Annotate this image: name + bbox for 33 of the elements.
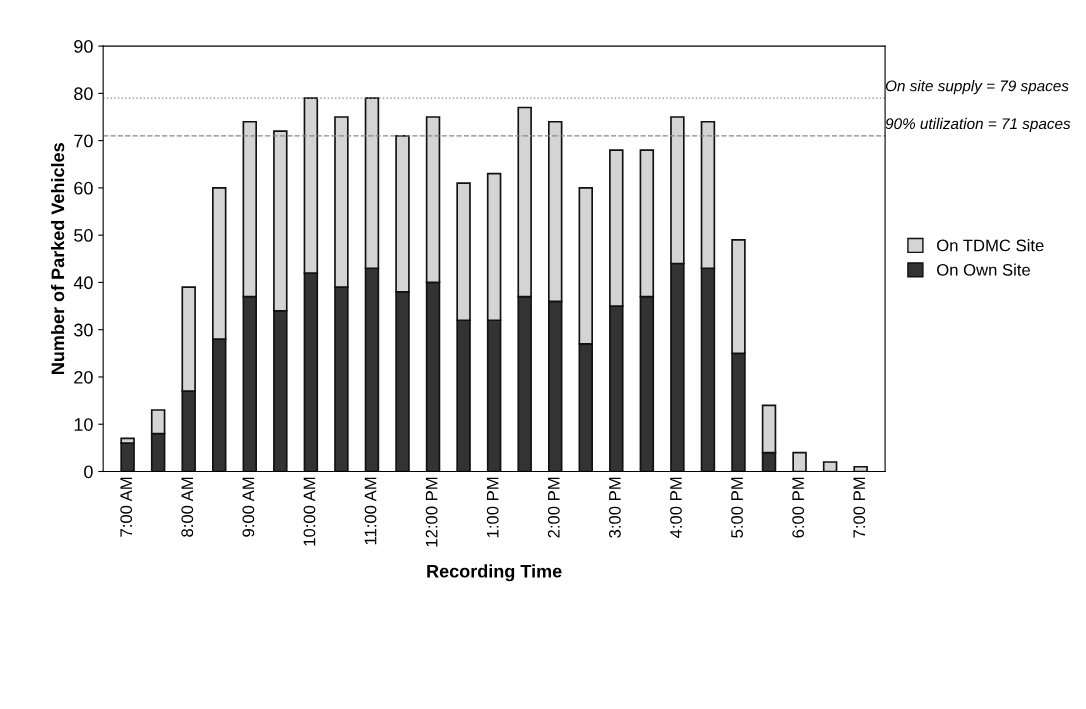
- legend-label: On TDMC Site: [937, 239, 1044, 252]
- bar: [853, 465, 868, 472]
- bar: [120, 442, 135, 472]
- x-tick-label: 5:00 PM: [731, 477, 743, 538]
- y-tick-label: 30: [74, 323, 93, 337]
- x-tick-label: 9:00 AM: [242, 477, 255, 537]
- bar: [822, 461, 838, 472]
- x-tick-label: 3:00 PM: [608, 477, 621, 538]
- y-tick-label: 0: [84, 465, 93, 479]
- x-tick-label: 2:00 PM: [547, 477, 560, 538]
- y-tick-label: 60: [74, 181, 93, 195]
- y-tick-label: 70: [74, 134, 93, 148]
- y-tick-label: 80: [74, 87, 93, 101]
- x-axis-title: Recording Time: [427, 564, 562, 582]
- y-tick-label: 20: [74, 370, 93, 384]
- y-tick-label: 90: [74, 40, 93, 53]
- y-tick-label: 40: [73, 276, 93, 290]
- x-tick-label: 12:00 PM: [425, 477, 438, 547]
- x-tick-label: 11:00 AM: [364, 477, 377, 545]
- x-tick-label: 4:00 PM: [670, 477, 682, 539]
- x-tick-label: 7:00 AM: [120, 477, 133, 537]
- x-tick-label: 7:00 PM: [853, 477, 866, 538]
- ref-line-label: 90% utilization = 71 spaces: [885, 117, 1071, 133]
- y-tick-label: 10: [74, 418, 93, 431]
- ref-line-label: On site supply = 79 spaces: [885, 80, 1069, 95]
- x-tick-label: 1:00 PM: [486, 477, 499, 538]
- bar: [792, 451, 807, 472]
- y-axis-title: Number of Parked Vehicles: [50, 143, 65, 374]
- legend-label: On Own Site: [937, 263, 1030, 276]
- x-tick-label: 6:00 PM: [792, 477, 805, 538]
- y-tick-label: 50: [74, 229, 93, 242]
- x-tick-label: 10:00 AM: [303, 477, 316, 546]
- x-tick-label: 8:00 AM: [181, 477, 194, 537]
